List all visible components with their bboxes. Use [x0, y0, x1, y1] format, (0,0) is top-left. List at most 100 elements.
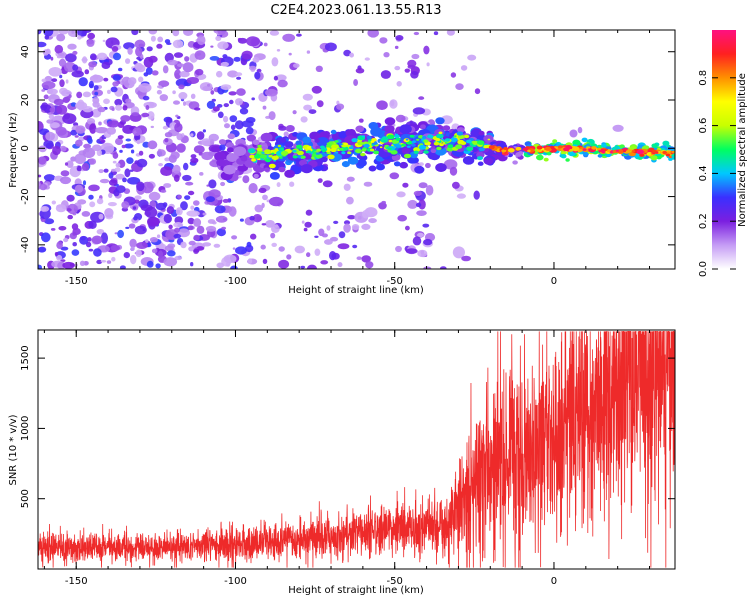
spectrogram-cell [265, 159, 271, 163]
spectrogram-cell [157, 36, 164, 43]
spectrogram-cell [457, 139, 465, 145]
spectrogram-cell [306, 264, 318, 269]
spectrogram-cell [122, 105, 128, 111]
spectrogram-cell [430, 148, 437, 153]
spectrogram-cell [409, 134, 415, 138]
spectrogram-cell [135, 64, 146, 73]
spectrogram-cell [367, 30, 379, 38]
spectrogram-cell [318, 228, 325, 237]
spectrogram-cell [100, 232, 108, 244]
spectrogram-cell [148, 55, 158, 63]
spectrogram-cell [417, 249, 428, 258]
spectrogram-cell [193, 218, 202, 227]
spectrogram-cell [552, 139, 558, 144]
spectrogram-cell [183, 30, 194, 36]
spectrogram-cell [170, 151, 180, 160]
spectrogram-cell [276, 182, 281, 188]
spectrogram-cell [631, 150, 636, 153]
spectrogram-cell [82, 180, 87, 186]
spectrogram-cell [89, 123, 97, 134]
spectrogram-cell [446, 30, 455, 36]
spectrogram-cell [450, 137, 458, 143]
spectrogram-cell [176, 143, 186, 153]
spectrogram-cell [560, 154, 567, 159]
spectrogram-cell [324, 239, 333, 245]
spectrogram-cell [190, 133, 194, 137]
spectrogram-cell [512, 160, 518, 165]
snr-frame [37, 329, 676, 570]
spectrogram-cell [467, 54, 477, 61]
spectrogram-cell [671, 150, 675, 154]
spectrogram-cell [143, 72, 149, 77]
colorbar-tick-label: 0.2 [698, 213, 709, 229]
spectrogram-cell [108, 172, 114, 179]
spectrogram-cell [196, 225, 205, 234]
spectrogram-cell [125, 138, 132, 142]
spectrogram-cell [78, 77, 88, 87]
spectrogram-cell [460, 65, 468, 71]
spectrogram-cell [147, 111, 155, 120]
spectrogram-cell [81, 211, 91, 217]
spectrogram-cell [159, 94, 168, 102]
spectrogram-cell [356, 256, 362, 261]
spectrogram-cell [423, 139, 429, 143]
spectrogram-cell [155, 263, 161, 269]
spectrogram-cell [71, 70, 84, 78]
spectrogram-cell [487, 138, 491, 141]
spectrogram-cell [158, 163, 164, 167]
spectrogram-cell [321, 149, 326, 153]
spectrogram-cell [114, 98, 123, 106]
spectrogram-cell [138, 76, 144, 83]
spectrogram-cell [412, 107, 426, 115]
spectrogram-cell [418, 145, 427, 150]
spectrogram-cell [131, 112, 140, 117]
spectrogram-cell [415, 202, 422, 208]
snr-x-tick-label: -100 [224, 576, 247, 587]
spectrogram-cell [446, 146, 454, 152]
spectrogram-cell [111, 107, 115, 111]
spectrogram-cell [213, 243, 221, 248]
colorbar-tick-label: 0.8 [698, 70, 709, 86]
spectrogram-cell [127, 47, 133, 55]
spectrogram-cell [355, 125, 365, 133]
spectrogram-cell [405, 225, 410, 231]
spectrogram-cell [111, 46, 119, 52]
spectrogram-cell [43, 139, 54, 149]
spectrogram-cell [316, 148, 322, 152]
spectrogram-cell [601, 143, 607, 148]
spectrogram-cell [420, 124, 426, 129]
spectrogram-cell [163, 183, 172, 188]
spectrogram-cell [121, 144, 126, 149]
spectrogram-cell [148, 191, 161, 201]
spectrogram-cell [577, 126, 583, 134]
spectrogram-cell [252, 139, 260, 145]
spectrogram-cell [353, 79, 358, 86]
spectrogram-cell [326, 142, 330, 145]
spectrogram-cell [117, 135, 124, 140]
spectrogram-cell [120, 115, 131, 122]
spectrogram-cell [115, 185, 126, 194]
colorbar-label: Normalized spectral amplitude [737, 73, 748, 227]
spectrogram-cell [302, 136, 312, 144]
spectrogram-cell [335, 151, 339, 154]
spectrogram-cell [216, 262, 224, 269]
spectrogram-cell [117, 229, 124, 239]
spectrogram-cell [311, 85, 322, 94]
spectrogram-cell [582, 148, 587, 151]
spectrogram-cell [51, 78, 58, 82]
spectrogram-cell [229, 99, 234, 105]
spectrogram-cell [66, 160, 74, 168]
spectrogram-cell [387, 147, 392, 151]
spectrogram-cell [305, 151, 309, 154]
spectrogram-cell [345, 129, 356, 138]
spectrogram-cell [349, 52, 354, 58]
spectrogram-cell [186, 210, 200, 217]
spectrogram-cell [177, 228, 190, 238]
spectrogram-cell [285, 125, 295, 132]
spectrogram-cell [77, 35, 82, 40]
spectrogram-cell [395, 114, 406, 123]
spectrogram-cell [174, 255, 183, 261]
spectrogram-cell [317, 178, 323, 184]
spectrogram-cell [112, 52, 122, 61]
spectrogram-cell [455, 144, 463, 149]
